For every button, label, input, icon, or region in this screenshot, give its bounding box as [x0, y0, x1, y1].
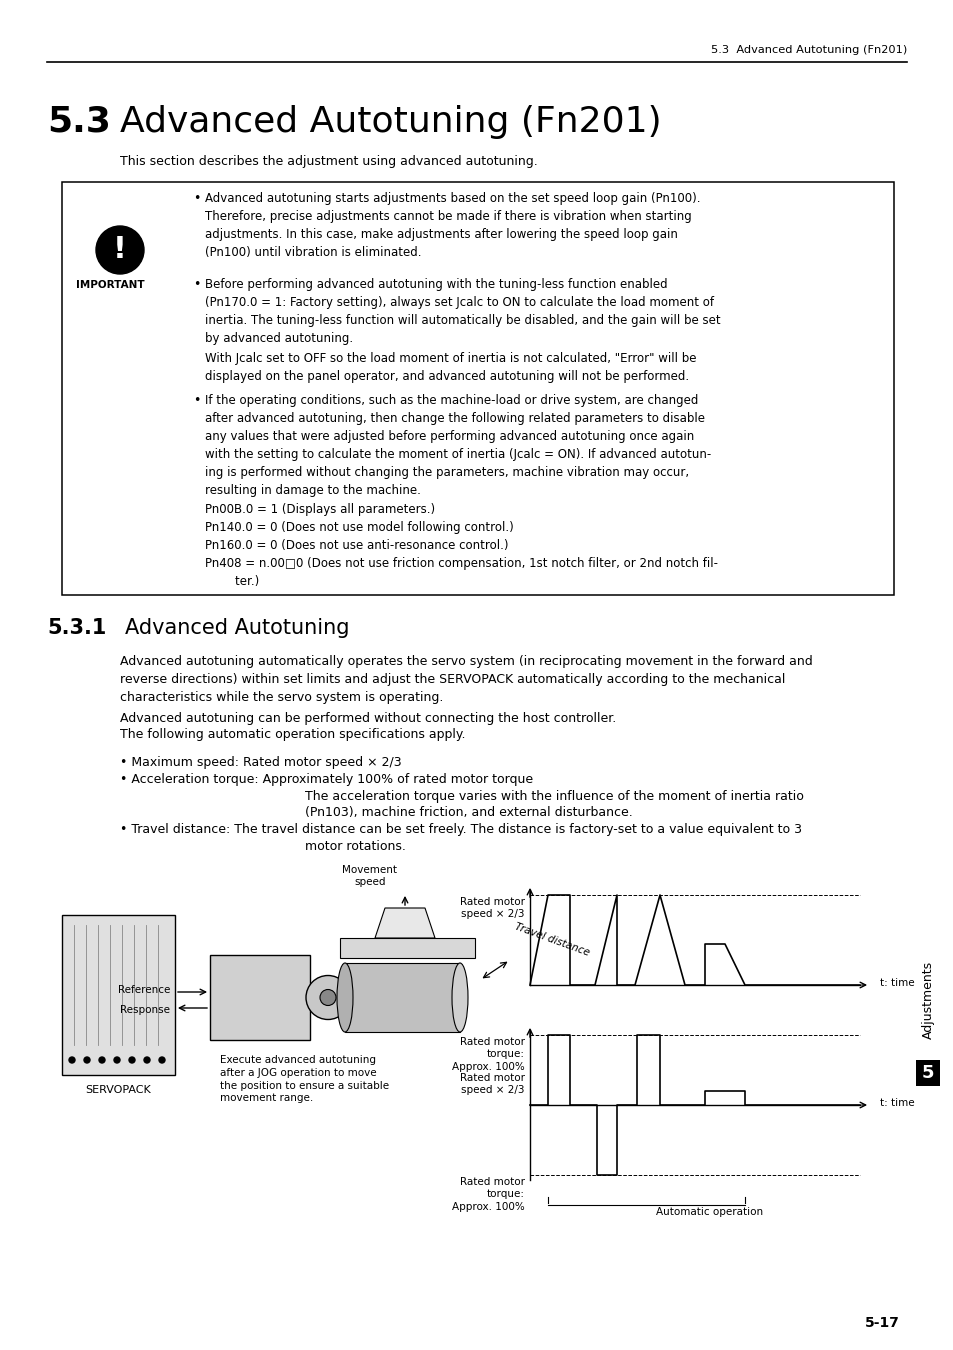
Text: Automatic operation: Automatic operation [656, 1207, 762, 1216]
Circle shape [144, 1057, 150, 1062]
Text: t: time: t: time [879, 977, 914, 988]
Circle shape [306, 976, 350, 1019]
Circle shape [99, 1057, 105, 1062]
Text: Advanced Autotuning (Fn201): Advanced Autotuning (Fn201) [120, 105, 661, 139]
Text: Rated motor
torque:
Approx. 100%: Rated motor torque: Approx. 100% [452, 1037, 524, 1072]
Text: Rated motor
speed × 2/3: Rated motor speed × 2/3 [459, 1073, 524, 1095]
Text: Pn408 = n.00□0 (Does not use friction compensation, 1st notch filter, or 2nd not: Pn408 = n.00□0 (Does not use friction co… [205, 558, 718, 589]
Ellipse shape [452, 963, 468, 1031]
Circle shape [113, 1057, 120, 1062]
Text: Before performing advanced autotuning with the tuning-less function enabled
(Pn1: Before performing advanced autotuning wi… [205, 278, 720, 346]
Text: 5-17: 5-17 [864, 1316, 899, 1330]
Bar [915, 1060, 939, 1085]
Text: • Travel distance: The travel distance can be set freely. The distance is factor: • Travel distance: The travel distance c… [120, 824, 801, 836]
Bar [210, 954, 310, 1040]
Text: 5: 5 [921, 1064, 933, 1081]
Text: Rated motor
speed × 2/3: Rated motor speed × 2/3 [459, 896, 524, 919]
Text: t: time: t: time [879, 1098, 914, 1108]
Text: If the operating conditions, such as the machine-load or drive system, are chang: If the operating conditions, such as the… [205, 394, 711, 497]
Text: IMPORTANT: IMPORTANT [75, 279, 144, 290]
Text: Response: Response [120, 1004, 170, 1015]
Text: SERVOPACK: SERVOPACK [86, 1085, 152, 1095]
Ellipse shape [336, 963, 353, 1031]
Text: Pn140.0 = 0 (Does not use model following control.): Pn140.0 = 0 (Does not use model followin… [205, 521, 514, 535]
Bar [345, 963, 459, 1031]
Text: 5.3.1: 5.3.1 [47, 618, 107, 639]
Text: This section describes the adjustment using advanced autotuning.: This section describes the adjustment us… [120, 155, 537, 167]
Text: • Acceleration torque: Approximately 100% of rated motor torque: • Acceleration torque: Approximately 100… [120, 774, 533, 786]
Text: Reference: Reference [117, 986, 170, 995]
Text: Advanced autotuning can be performed without connecting the host controller.: Advanced autotuning can be performed wit… [120, 711, 616, 725]
Text: Pn160.0 = 0 (Does not use anti-resonance control.): Pn160.0 = 0 (Does not use anti-resonance… [205, 539, 508, 552]
Text: •: • [193, 192, 200, 205]
Text: Rated motor
torque:
Approx. 100%: Rated motor torque: Approx. 100% [452, 1177, 524, 1212]
Circle shape [159, 1057, 165, 1062]
Bar [62, 915, 174, 1075]
Text: Movement
speed: Movement speed [342, 865, 397, 887]
Text: • Maximum speed: Rated motor speed × 2/3: • Maximum speed: Rated motor speed × 2/3 [120, 756, 401, 770]
Polygon shape [375, 909, 435, 938]
Bar [339, 938, 475, 958]
Text: With Jcalc set to OFF so the load moment of inertia is not calculated, "Error" w: With Jcalc set to OFF so the load moment… [205, 352, 696, 383]
Text: Execute advanced autotuning
after a JOG operation to move
the position to ensure: Execute advanced autotuning after a JOG … [220, 1054, 389, 1103]
Text: Advanced autotuning automatically operates the servo system (in reciprocating mo: Advanced autotuning automatically operat… [120, 655, 812, 703]
Text: !: ! [113, 235, 127, 265]
Text: Pn00B.0 = 1 (Displays all parameters.): Pn00B.0 = 1 (Displays all parameters.) [205, 504, 435, 516]
Circle shape [319, 990, 335, 1006]
Text: Adjustments: Adjustments [921, 961, 934, 1040]
Text: Advanced autotuning starts adjustments based on the set speed loop gain (Pn100).: Advanced autotuning starts adjustments b… [205, 192, 700, 259]
Text: The acceleration torque varies with the influence of the moment of inertia ratio: The acceleration torque varies with the … [305, 790, 803, 803]
Text: Travel distance: Travel distance [513, 922, 590, 958]
Text: •: • [193, 278, 200, 292]
Text: •: • [193, 394, 200, 406]
Text: 5.3  Advanced Autotuning (Fn201): 5.3 Advanced Autotuning (Fn201) [710, 45, 906, 55]
Circle shape [84, 1057, 90, 1062]
Text: Advanced Autotuning: Advanced Autotuning [125, 618, 349, 639]
Circle shape [69, 1057, 75, 1062]
Circle shape [96, 225, 144, 274]
Bar [62, 182, 893, 595]
Text: (Pn103), machine friction, and external disturbance.: (Pn103), machine friction, and external … [305, 806, 632, 819]
Text: motor rotations.: motor rotations. [305, 840, 405, 853]
Circle shape [129, 1057, 135, 1062]
Text: The following automatic operation specifications apply.: The following automatic operation specif… [120, 728, 465, 741]
Text: 5.3: 5.3 [47, 105, 111, 139]
